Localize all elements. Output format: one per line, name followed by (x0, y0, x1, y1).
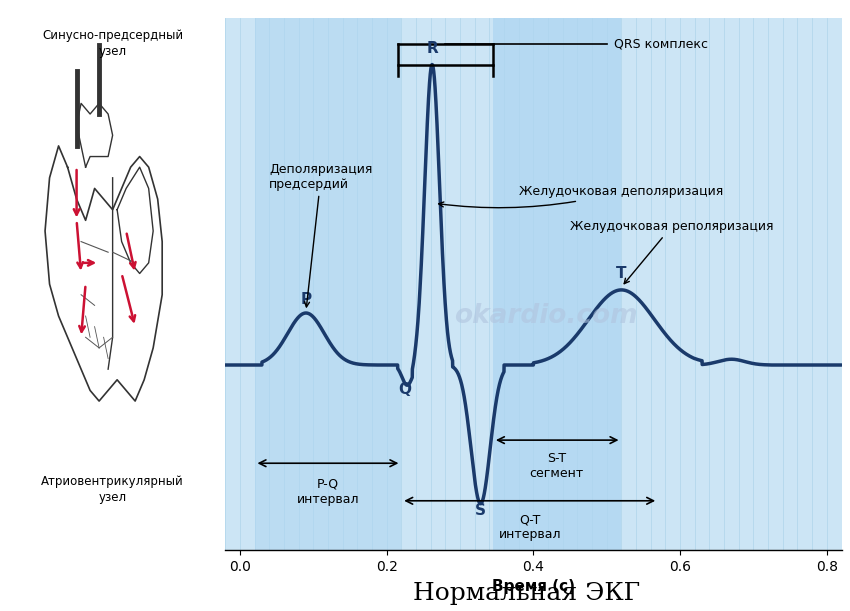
Text: Атриовентрикулярный
узел: Атриовентрикулярный узел (42, 475, 184, 505)
Text: QRS комплекс: QRS комплекс (614, 38, 708, 51)
Polygon shape (76, 103, 112, 167)
Text: Q: Q (399, 382, 411, 397)
Text: P-Q
интервал: P-Q интервал (297, 478, 360, 506)
Text: S-T
сегмент: S-T сегмент (530, 452, 584, 480)
Text: Деполяризация
предсердий: Деполяризация предсердий (269, 163, 372, 307)
Text: okardio.com: okardio.com (454, 303, 638, 329)
Text: R: R (426, 41, 438, 56)
Bar (255, 18, 401, 550)
Text: Желудочковая реполяризация: Желудочковая реполяризация (570, 220, 774, 284)
Text: Нормальная ЭКГ: Нормальная ЭКГ (413, 582, 641, 605)
Polygon shape (117, 167, 153, 274)
Text: P: P (300, 292, 311, 307)
Polygon shape (45, 146, 162, 401)
Text: Q-T
интервал: Q-T интервал (498, 513, 561, 541)
Bar (493, 18, 621, 550)
X-axis label: Время (с): Время (с) (492, 579, 575, 594)
Text: Желудочковая деполяризация: Желудочковая деполяризация (439, 185, 723, 208)
Text: T: T (616, 266, 626, 281)
Text: Синусно-предсердный
узел: Синусно-предсердный узел (42, 29, 184, 58)
Text: S: S (475, 503, 486, 518)
